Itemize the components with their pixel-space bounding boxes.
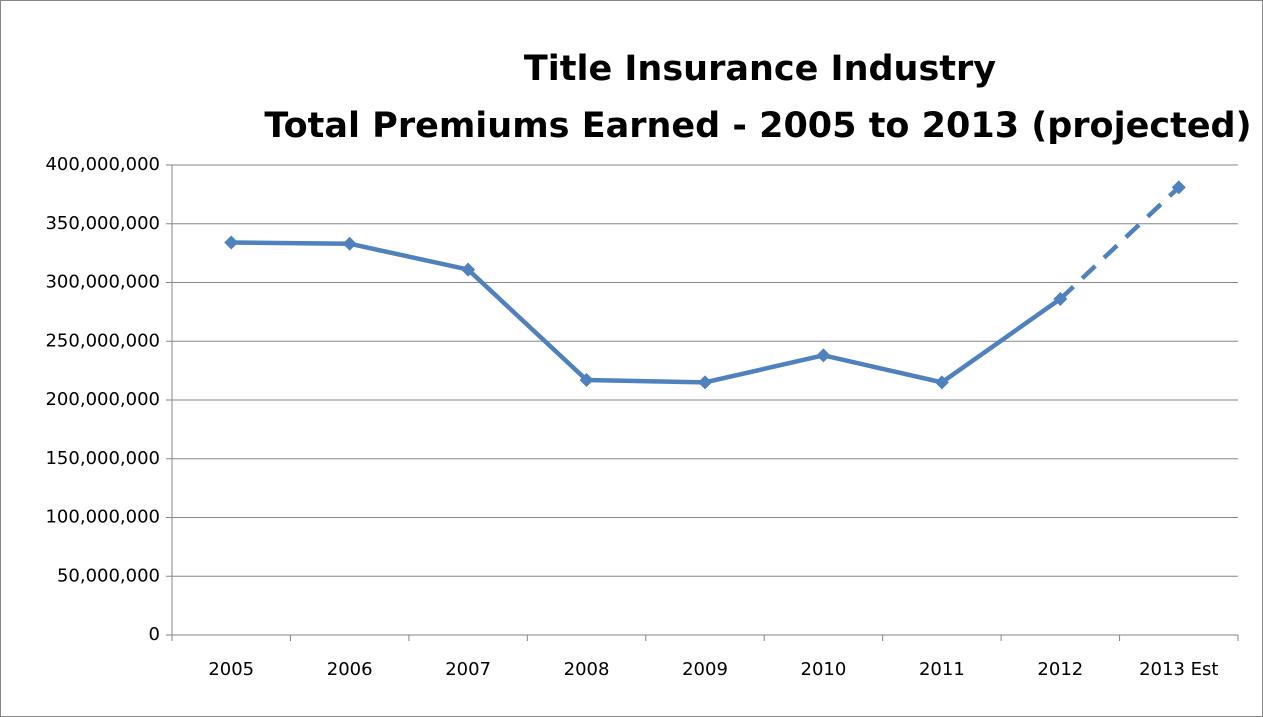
marker: [224, 235, 239, 250]
y-tick-label: 350,000,000: [45, 213, 160, 234]
chart-title: Title Insurance Industry: [524, 49, 996, 89]
x-tick-label: 2012: [1037, 659, 1083, 680]
marker: [1171, 180, 1186, 195]
x-tick-label: 2009: [682, 659, 728, 680]
x-tick-label: 2006: [327, 659, 373, 680]
marker: [816, 348, 831, 363]
y-tick-label: 200,000,000: [45, 389, 160, 410]
marker: [579, 373, 594, 388]
marker: [342, 236, 357, 251]
chart-title: Total Premiums Earned - 2005 to 2013 (pr…: [264, 106, 1251, 146]
y-tick-label: 400,000,000: [45, 154, 160, 175]
marker: [1053, 291, 1068, 306]
x-tick-label: 2013 Est: [1139, 659, 1218, 680]
marker: [698, 375, 712, 390]
x-tick-label: 2011: [919, 659, 965, 680]
x-tick-label: 2007: [445, 659, 491, 680]
y-tick-label: 250,000,000: [45, 330, 160, 351]
marker: [934, 375, 949, 390]
y-tick-label: 300,000,000: [45, 272, 160, 293]
x-tick-label: 2008: [564, 659, 610, 680]
x-tick-label: 2005: [208, 659, 254, 680]
x-tick-label: 2010: [801, 659, 847, 680]
y-tick-label: 100,000,000: [45, 507, 160, 528]
y-tick-label: 0: [149, 624, 160, 645]
y-tick-label: 50,000,000: [57, 565, 160, 586]
y-tick-label: 150,000,000: [45, 448, 160, 469]
projected-line: [1058, 185, 1181, 301]
marker: [461, 262, 476, 277]
data-line: [231, 240, 1062, 385]
